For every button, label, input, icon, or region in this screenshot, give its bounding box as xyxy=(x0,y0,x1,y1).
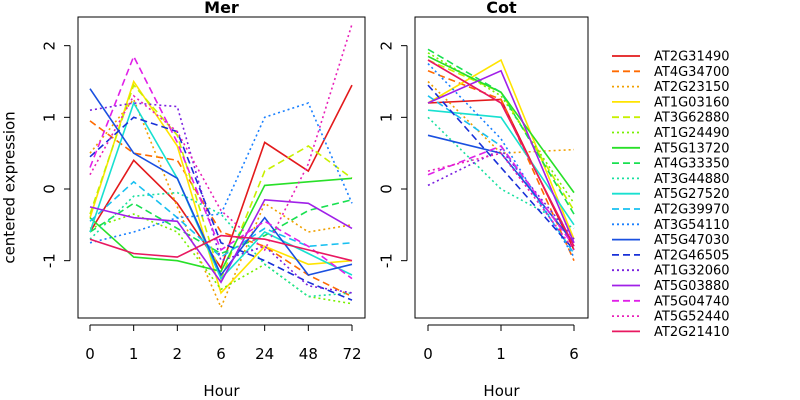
cot-panel: Cot 0 1 6 Hour -1 0 1 2 xyxy=(378,0,589,400)
y-tick-label: 2 xyxy=(41,41,59,51)
series-line-at2g21410 xyxy=(89,234,353,262)
x-tick-label: 0 xyxy=(423,345,433,363)
series-line-at4g34700 xyxy=(427,70,575,262)
series-line-at2g46505 xyxy=(427,84,575,251)
legend-label: AT1G24490 xyxy=(654,126,730,141)
series-line-at5g03880 xyxy=(89,198,353,284)
x-tick-label: 1 xyxy=(496,345,506,363)
legend-label: AT5G04740 xyxy=(654,294,730,309)
y-tick-label: 1 xyxy=(378,113,396,123)
legend-label: AT4G33350 xyxy=(654,157,730,172)
legend-label: AT3G62880 xyxy=(654,111,730,126)
legend-label: AT2G21410 xyxy=(654,325,730,340)
series-line-at2g39970 xyxy=(89,180,353,259)
legend: AT2G31490AT4G34700AT2G23150AT1G03160AT3G… xyxy=(612,50,730,340)
series-line-at5g27520 xyxy=(89,101,353,281)
series-line-at2g31490 xyxy=(89,84,353,270)
series-line-at1g24490 xyxy=(427,52,575,204)
y-tick-label: 0 xyxy=(378,184,396,194)
x-tick-label: 0 xyxy=(85,345,95,363)
y-axis-label: centered expression xyxy=(1,111,19,263)
series-line-at3g44880 xyxy=(89,191,353,298)
legend-label: AT3G44880 xyxy=(654,172,730,187)
series-line-at5g52440 xyxy=(427,152,575,251)
series-line-at2g21410 xyxy=(427,59,575,247)
series-line-at5g04740 xyxy=(427,145,575,247)
series-line-at5g04740 xyxy=(89,54,353,280)
legend-label: AT2G23150 xyxy=(654,80,730,95)
mer-panel: Mer 0 1 2 6 24 48 72 Hour -1 0 1 2 centered expressio… xyxy=(1,0,366,400)
series-line-at5g13720 xyxy=(89,177,353,273)
x-tick-label: 48 xyxy=(299,345,318,363)
x-tick-label: 1 xyxy=(129,345,139,363)
series-line-at3g54110 xyxy=(89,102,353,244)
legend-label: AT5G47030 xyxy=(654,233,730,248)
series-line-at5g52440 xyxy=(89,23,353,252)
series-line-at1g24490 xyxy=(89,213,353,305)
series-line-at1g03160 xyxy=(89,79,353,295)
x-tick-label: 6 xyxy=(569,345,579,363)
legend-label: AT5G03880 xyxy=(654,279,730,294)
x-tick-label: 24 xyxy=(255,345,274,363)
legend-label: AT2G46505 xyxy=(654,248,730,263)
series-line-at1g32060 xyxy=(427,148,575,240)
y-tick-label: 0 xyxy=(41,184,59,194)
series-line-at5g13720 xyxy=(427,55,575,194)
legend-label: AT3G54110 xyxy=(654,218,730,233)
series-line-at5g47030 xyxy=(427,134,575,244)
series-line-at4g33350 xyxy=(427,48,575,215)
series-line-at5g47030 xyxy=(89,88,353,277)
legend-label: AT1G03160 xyxy=(654,95,730,110)
legend-label: AT5G27520 xyxy=(654,187,730,202)
x-tick-label: 6 xyxy=(216,345,226,363)
plot-frame xyxy=(414,16,589,319)
x-axis-label: Hour xyxy=(203,382,240,400)
chart-title: Mer xyxy=(204,0,239,17)
legend-label: AT5G13720 xyxy=(654,141,730,156)
series-line-at5g03880 xyxy=(427,69,575,244)
y-tick-label: 2 xyxy=(378,41,396,51)
series-line-at2g23150 xyxy=(427,80,575,155)
series-line-at1g03160 xyxy=(427,58,575,240)
x-tick-label: 2 xyxy=(173,345,183,363)
series-line-at2g46505 xyxy=(89,116,353,301)
y-tick-label: -1 xyxy=(378,253,396,268)
plot-frame xyxy=(77,16,366,319)
x-tick-label: 72 xyxy=(342,345,361,363)
y-tick-label: -1 xyxy=(41,253,59,268)
legend-label: AT1G32060 xyxy=(654,264,730,279)
legend-label: AT2G39970 xyxy=(654,203,730,218)
x-axis-label: Hour xyxy=(483,382,520,400)
y-tick-label: 1 xyxy=(41,113,59,123)
legend-label: AT2G31490 xyxy=(654,50,730,65)
legend-label: AT5G52440 xyxy=(654,310,730,325)
chart-title: Cot xyxy=(486,0,517,17)
legend-label: AT4G34700 xyxy=(654,65,730,80)
